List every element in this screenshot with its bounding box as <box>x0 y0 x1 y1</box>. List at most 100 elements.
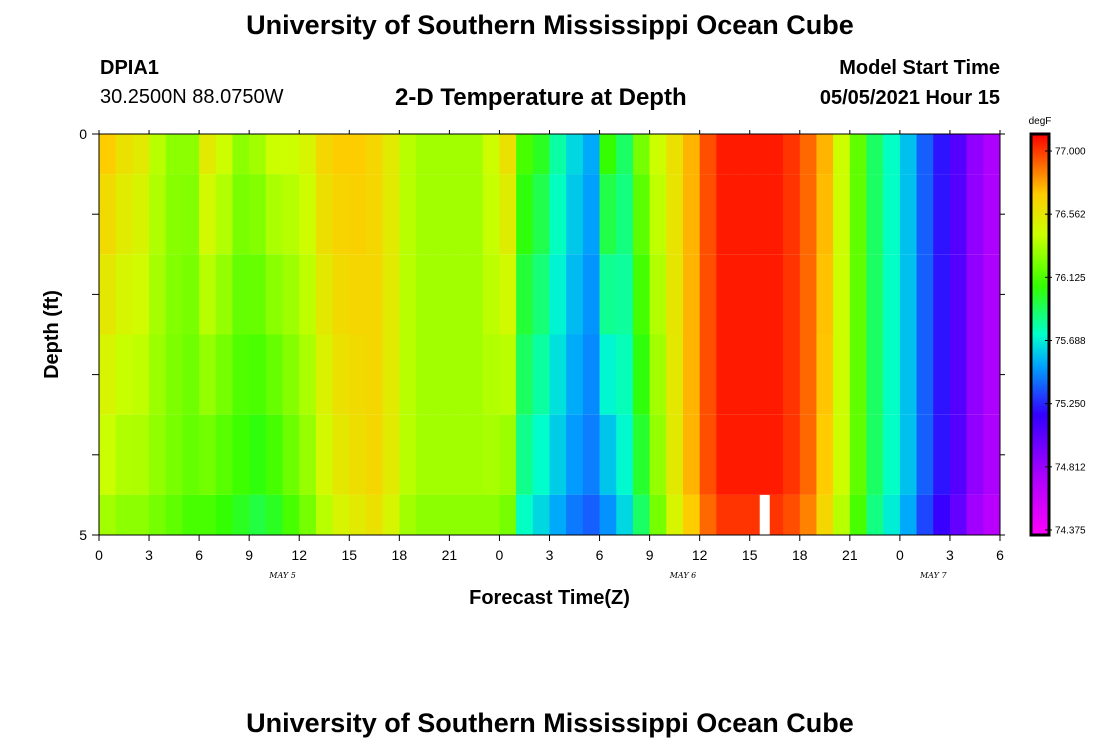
heatmap-cell <box>799 334 817 415</box>
missing-data-cell <box>759 494 770 535</box>
heatmap-cell <box>432 414 450 495</box>
heatmap-cell <box>866 414 884 495</box>
heatmap-cells <box>99 134 1001 535</box>
station-id: DPIA1 <box>100 57 159 79</box>
x-tick-label: 3 <box>145 547 153 563</box>
heatmap-cell <box>499 254 517 335</box>
heatmap-cell <box>666 414 684 495</box>
y-tick-label: 5 <box>79 527 87 543</box>
y-axis: 05 <box>79 126 1005 543</box>
x-tick-label: 9 <box>646 547 654 563</box>
heatmap-cell <box>833 494 851 535</box>
heatmap-cell <box>682 174 701 255</box>
heatmap-cell <box>916 494 934 535</box>
heatmap-cell <box>499 414 517 495</box>
heatmap-cell <box>215 254 233 335</box>
heatmap-cell <box>883 174 901 255</box>
heatmap-cell <box>566 494 584 535</box>
heatmap-cell <box>165 414 183 495</box>
heatmap-cell <box>449 414 467 495</box>
heatmap-cell <box>666 174 684 255</box>
x-tick-label: 0 <box>95 547 103 563</box>
heatmap-cell <box>966 414 984 495</box>
heatmap-cell <box>382 254 400 335</box>
heatmap-cell <box>215 174 233 255</box>
heatmap-cell <box>682 494 701 535</box>
heatmap-cell <box>899 254 917 335</box>
heatmap-cell <box>499 134 517 175</box>
heatmap-cell <box>783 134 801 175</box>
heatmap-cell <box>99 494 117 535</box>
heatmap-cell <box>382 134 400 175</box>
heatmap-cell <box>349 134 367 175</box>
heatmap-cell <box>849 254 867 335</box>
heatmap-cell <box>549 254 567 335</box>
heatmap-cell <box>482 134 500 175</box>
heatmap-cell <box>833 414 851 495</box>
heatmap-cell <box>416 494 434 535</box>
heatmap-cell <box>182 134 200 175</box>
heatmap-cell <box>232 134 250 175</box>
heatmap-cell <box>733 494 751 535</box>
heatmap-cell <box>115 494 133 535</box>
heatmap-cell <box>799 174 817 255</box>
heatmap-cell <box>949 414 968 495</box>
colorbar-tick-label: 75.250 <box>1055 399 1086 410</box>
heatmap-cell <box>499 334 517 415</box>
heatmap-cell <box>866 134 884 175</box>
heatmap-cell <box>699 494 717 535</box>
plot-title: 2-D Temperature at Depth <box>395 84 687 111</box>
heatmap-cell <box>315 174 333 255</box>
heatmap-cell <box>99 174 117 255</box>
heatmap-cell <box>449 494 467 535</box>
heatmap-cell <box>516 494 534 535</box>
heatmap-cell <box>716 494 734 535</box>
heatmap-cell <box>949 334 968 415</box>
heatmap-cell <box>365 334 384 415</box>
heatmap-cell <box>983 334 1001 415</box>
heatmap-cell <box>799 254 817 335</box>
heatmap-cell <box>849 134 867 175</box>
heatmap-cell <box>549 134 567 175</box>
heatmap-cell <box>215 494 233 535</box>
x-tick-label: 3 <box>946 547 954 563</box>
heatmap-cell <box>582 414 600 495</box>
heatmap-cell <box>599 414 617 495</box>
x-tick-label: 18 <box>392 547 408 563</box>
heatmap-cell <box>966 494 984 535</box>
heatmap-cell <box>265 254 283 335</box>
heatmap-cell <box>399 414 417 495</box>
heatmap-cell <box>733 334 751 415</box>
heatmap-cell <box>849 494 867 535</box>
heatmap-cell <box>99 414 117 495</box>
heatmap-cell <box>649 134 667 175</box>
heatmap-cell <box>332 134 350 175</box>
heatmap-cell <box>766 494 784 535</box>
heatmap-cell <box>315 334 333 415</box>
heatmap-cell <box>733 174 751 255</box>
heatmap-cell <box>282 254 300 335</box>
heatmap-cell <box>149 414 167 495</box>
heatmap-cell <box>783 494 801 535</box>
heatmap-cell <box>966 334 984 415</box>
heatmap-cell <box>532 334 550 415</box>
heatmap-cell <box>549 494 567 535</box>
heatmap-cell <box>132 254 150 335</box>
day-label: MAY 7 <box>919 571 947 580</box>
heatmap-cell <box>699 414 717 495</box>
heatmap-cell <box>265 134 283 175</box>
heatmap-cell <box>883 494 901 535</box>
heatmap-cell <box>699 174 717 255</box>
heatmap-cell <box>532 414 550 495</box>
heatmap-cell <box>282 174 300 255</box>
heatmap-cell <box>549 414 567 495</box>
heatmap-cell <box>215 334 233 415</box>
heatmap-cell <box>566 254 584 335</box>
heatmap-cell <box>449 174 467 255</box>
heatmap-cell <box>365 494 384 535</box>
heatmap-cell <box>899 134 917 175</box>
y-axis-title: Depth (ft) <box>41 290 63 379</box>
heatmap-cell <box>733 134 751 175</box>
x-tick-label: 6 <box>596 547 604 563</box>
